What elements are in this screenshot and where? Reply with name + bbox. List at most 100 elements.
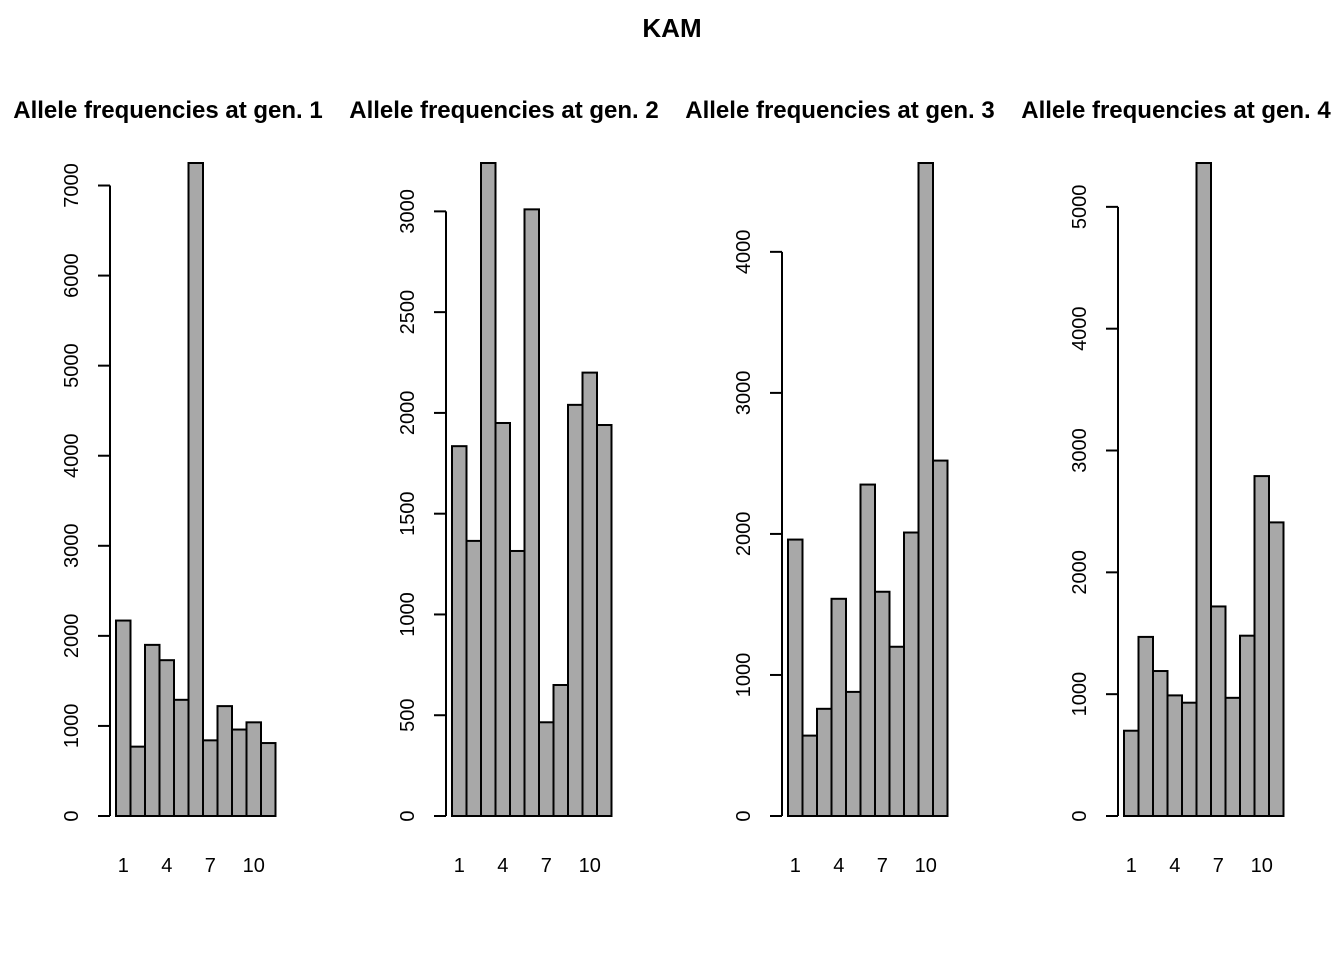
panel-4-title: Allele frequencies at gen. 4 bbox=[1021, 97, 1331, 124]
bar bbox=[158, 659, 175, 817]
bar bbox=[787, 538, 804, 818]
y-tick-label: 4000 bbox=[733, 230, 755, 275]
x-tick-label: 4 bbox=[1169, 855, 1180, 877]
bar bbox=[538, 721, 555, 817]
bar bbox=[465, 539, 482, 817]
panel-3: Allele frequencies at gen. 3 0 1000 2000 30… bbox=[685, 97, 994, 877]
bar bbox=[480, 162, 497, 817]
bar bbox=[144, 643, 161, 817]
bar bbox=[1268, 521, 1285, 818]
x-tick-label: 10 bbox=[915, 855, 937, 877]
bar bbox=[874, 590, 891, 818]
bar bbox=[1239, 634, 1256, 817]
y-tick-label: 1000 bbox=[1069, 672, 1091, 717]
bar bbox=[202, 739, 219, 817]
bar bbox=[1137, 635, 1154, 817]
x-tick-label: 10 bbox=[243, 855, 265, 877]
panel-1: Allele frequencies at gen. 1 0 1000 2000 30… bbox=[13, 97, 322, 877]
x-tick-label: 1 bbox=[454, 855, 465, 877]
bar bbox=[523, 208, 540, 818]
y-tick-label: 6000 bbox=[61, 253, 83, 298]
y-tick-label: 5000 bbox=[1069, 185, 1091, 230]
y-tick-label: 1500 bbox=[397, 491, 419, 536]
x-tick-label: 7 bbox=[1213, 855, 1224, 877]
x-tick-label: 10 bbox=[579, 855, 601, 877]
bar bbox=[173, 698, 190, 817]
y-tick-label: 2500 bbox=[397, 290, 419, 335]
y-tick-label: 1000 bbox=[61, 704, 83, 749]
bar bbox=[231, 728, 248, 818]
bar bbox=[245, 721, 262, 817]
y-tick-label: 3000 bbox=[397, 189, 419, 234]
bar bbox=[1152, 670, 1169, 817]
bar bbox=[187, 162, 204, 817]
bar bbox=[1210, 605, 1227, 817]
bar bbox=[845, 690, 862, 818]
x-tick-label: 7 bbox=[541, 855, 552, 877]
x-tick-label: 1 bbox=[1126, 855, 1137, 877]
bar bbox=[816, 707, 833, 817]
x-tick-label: 7 bbox=[205, 855, 216, 877]
y-tick-label: 4000 bbox=[61, 433, 83, 478]
y-tick-label: 2000 bbox=[1069, 550, 1091, 595]
bar bbox=[596, 424, 613, 817]
x-tick-label: 10 bbox=[1251, 855, 1273, 877]
y-tick-label: 3000 bbox=[733, 371, 755, 416]
panel-3-plot: 0 1000 2000 3000 4000 1 4 7 10 bbox=[733, 162, 949, 877]
bar bbox=[1166, 694, 1183, 818]
panel-2: Allele frequencies at gen. 2 0 500 1000 150… bbox=[349, 97, 658, 877]
bar bbox=[859, 483, 876, 817]
y-tick-label: 5000 bbox=[61, 343, 83, 388]
y-tick-label: 4000 bbox=[1069, 306, 1091, 351]
y-tick-label: 0 bbox=[61, 810, 83, 821]
bar bbox=[216, 705, 233, 817]
bar bbox=[903, 531, 920, 817]
bar bbox=[115, 619, 132, 818]
y-tick-label: 1000 bbox=[733, 653, 755, 698]
panel-4: Allele frequencies at gen. 4 0 1000 2000 30… bbox=[1021, 97, 1331, 877]
x-tick-label: 7 bbox=[877, 855, 888, 877]
y-tick-label: 0 bbox=[733, 810, 755, 821]
bar bbox=[129, 745, 146, 818]
x-tick-label: 4 bbox=[497, 855, 508, 877]
y-tick-label: 0 bbox=[397, 810, 419, 821]
panel-2-title: Allele frequencies at gen. 2 bbox=[349, 97, 658, 124]
x-tick-label: 4 bbox=[833, 855, 844, 877]
bar bbox=[830, 597, 847, 818]
bar bbox=[260, 742, 277, 817]
bar bbox=[917, 162, 934, 817]
y-tick-label: 2000 bbox=[397, 391, 419, 436]
bar bbox=[451, 445, 468, 817]
y-tick-label: 3000 bbox=[1069, 428, 1091, 473]
y-tick-label: 500 bbox=[397, 699, 419, 732]
x-tick-label: 1 bbox=[118, 855, 129, 877]
bar bbox=[552, 683, 569, 817]
bar bbox=[494, 421, 511, 817]
x-tick-label: 4 bbox=[161, 855, 172, 877]
figure-title: KAM bbox=[642, 13, 701, 43]
y-tick-label: 2000 bbox=[61, 614, 83, 659]
y-tick-label: 7000 bbox=[61, 163, 83, 208]
panel-1-title: Allele frequencies at gen. 1 bbox=[13, 97, 322, 124]
bar bbox=[1181, 701, 1198, 818]
bar bbox=[581, 371, 598, 817]
y-tick-label: 3000 bbox=[61, 524, 83, 569]
panel-3-title: Allele frequencies at gen. 3 bbox=[685, 97, 994, 124]
panel-2-plot: 0 500 1000 1500 2000 2500 3000 1 4 7 10 bbox=[397, 162, 613, 877]
bar bbox=[932, 459, 949, 817]
bar bbox=[888, 645, 905, 817]
bar bbox=[1123, 729, 1140, 818]
y-tick-label: 2000 bbox=[733, 512, 755, 557]
bar bbox=[801, 734, 818, 817]
panel-1-plot: 0 1000 2000 3000 4000 5000 6000 7000 1 4 7 10 bbox=[61, 162, 277, 877]
bar bbox=[509, 549, 526, 818]
y-tick-label: 1000 bbox=[397, 592, 419, 637]
bar bbox=[1195, 162, 1212, 817]
y-tick-label: 0 bbox=[1069, 810, 1091, 821]
panel-4-plot: 0 1000 2000 3000 4000 5000 1 4 7 10 bbox=[1069, 162, 1285, 877]
bar bbox=[567, 403, 584, 817]
x-tick-label: 1 bbox=[790, 855, 801, 877]
bar bbox=[1253, 475, 1270, 817]
bar bbox=[1224, 696, 1241, 817]
